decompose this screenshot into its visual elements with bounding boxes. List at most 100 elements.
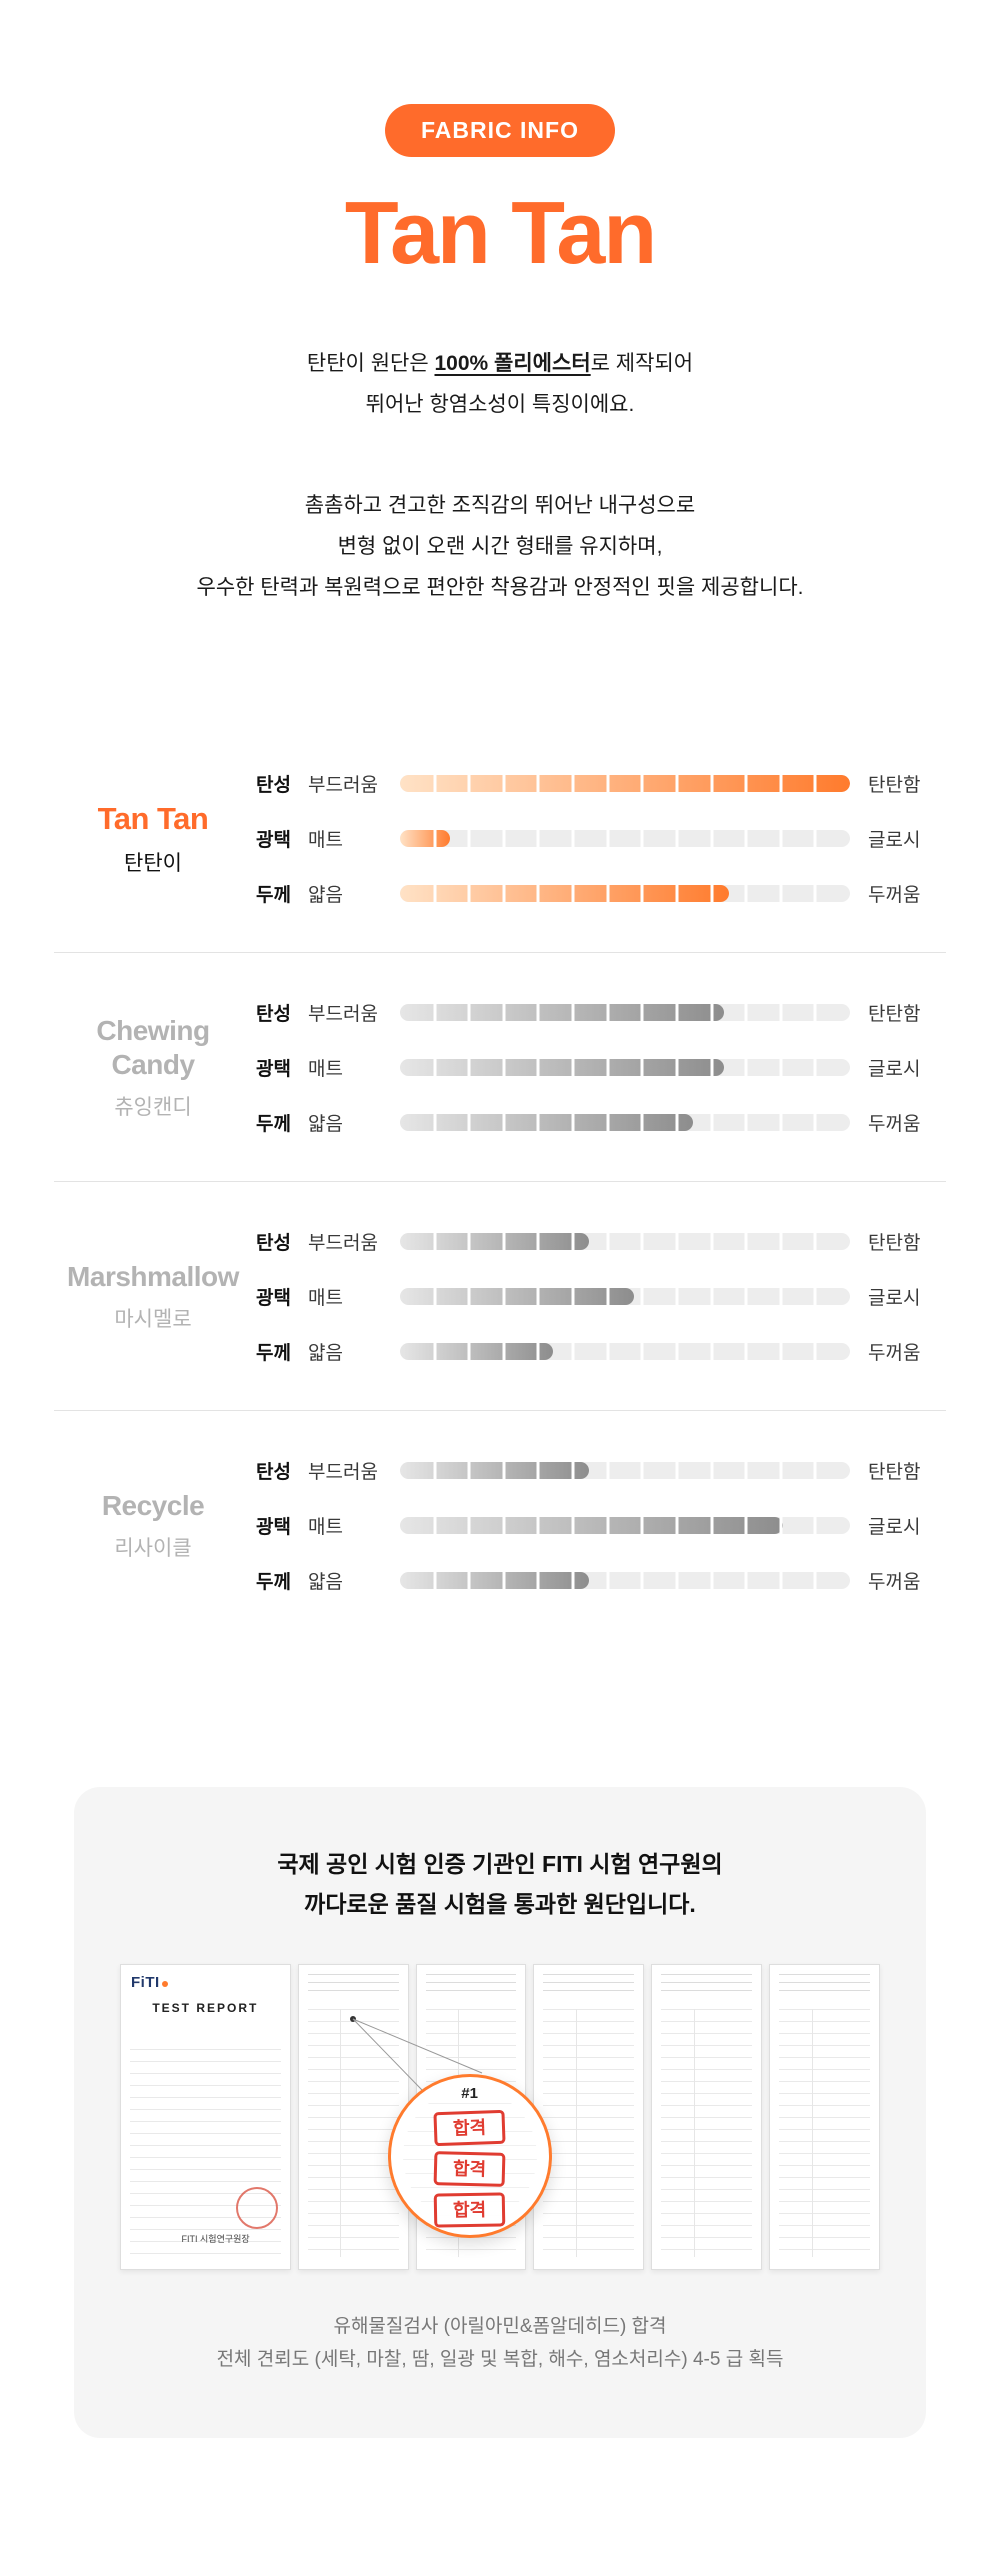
bar-segment-gap bbox=[813, 1571, 817, 1589]
bar-segment-gap bbox=[779, 829, 783, 847]
bar-segment-gap bbox=[710, 1113, 714, 1131]
rating-bar-fill bbox=[400, 1342, 553, 1360]
bar-segment-gap bbox=[606, 1516, 610, 1534]
property-label: 탄성 bbox=[256, 774, 291, 796]
fabric-section-tan-tan: Tan Tan 탄탄이 탄성 부드러움 탄탄함 광택 매트 글로시 두께 얇음 두꺼움 bbox=[54, 724, 946, 952]
bar-segment-gap bbox=[813, 1461, 817, 1479]
bar-segment-gap bbox=[675, 1113, 679, 1131]
bar-segment-gap bbox=[710, 884, 714, 902]
bar-segment-gap bbox=[640, 1342, 644, 1360]
scale-left-label: 얇음 bbox=[308, 1571, 343, 1593]
bar-segment-gap bbox=[710, 1342, 714, 1360]
bar-segment-gap bbox=[433, 774, 437, 792]
bar-segment-gap bbox=[606, 1113, 610, 1131]
bar-segment-gap bbox=[675, 1571, 679, 1589]
scale-left-label: 매트 bbox=[308, 1058, 343, 1080]
fiti-logo: FiTI bbox=[131, 1974, 168, 1991]
rating-bar-fill bbox=[400, 1287, 634, 1305]
bar-segment-gap bbox=[433, 1003, 437, 1021]
scale-left-label: 매트 bbox=[308, 1287, 343, 1309]
bar-segment-gap bbox=[536, 1003, 540, 1021]
rating-bar-fill bbox=[400, 1571, 589, 1589]
bar-segment-gap bbox=[710, 829, 714, 847]
bar-segment-gap bbox=[502, 1003, 506, 1021]
certificate-caption-line: 전체 견뢰도 (세탁, 마찰, 땀, 일광 및 복합, 해수, 염소처리수) 4… bbox=[216, 2348, 784, 2370]
rating-bar-fill bbox=[400, 1232, 589, 1250]
fabric-korean-name: 탄탄이 bbox=[124, 851, 182, 875]
bar-segment-gap bbox=[675, 1058, 679, 1076]
description-line: 변형 없이 오랜 시간 형태를 유지하며, bbox=[337, 534, 663, 558]
bar-segment-gap bbox=[467, 1113, 471, 1131]
document-column-line bbox=[811, 2008, 813, 2257]
gloss-rating-bar bbox=[400, 1516, 850, 1534]
bar-segment-gap bbox=[536, 1571, 540, 1589]
bar-segment-gap bbox=[675, 1516, 679, 1534]
fabric-info-badge: FABRIC INFO bbox=[385, 104, 615, 157]
bar-segment-gap bbox=[813, 1058, 817, 1076]
bar-segment-gap bbox=[710, 1003, 714, 1021]
bar-segment-gap bbox=[744, 1516, 748, 1534]
bar-segment-gap bbox=[467, 1058, 471, 1076]
fabric-title: Tan Tan bbox=[344, 183, 657, 282]
document-header-lines bbox=[779, 1973, 871, 1998]
bar-segment-gap bbox=[467, 1461, 471, 1479]
bar-segment-gap bbox=[433, 1058, 437, 1076]
bar-segment-gap bbox=[779, 774, 783, 792]
bar-segment-gap bbox=[813, 774, 817, 792]
fabric-name: Marshmallow bbox=[67, 1261, 239, 1293]
fabric-section-recycle: Recycle 리사이클 탄성 부드러움 탄탄함 광택 매트 글로시 두께 얇음 두꺼움 bbox=[54, 1410, 946, 1639]
bar-segment-gap bbox=[502, 1342, 506, 1360]
document-header-lines bbox=[661, 1973, 753, 1998]
bar-segment-gap bbox=[640, 1571, 644, 1589]
scale-right-label: 탄탄함 bbox=[868, 1461, 921, 1483]
report-page-main: FiTI TEST REPORT FITI 시험연구원장 bbox=[120, 1963, 291, 2270]
bar-segment-gap bbox=[536, 1058, 540, 1076]
bar-segment-gap bbox=[675, 1287, 679, 1305]
property-label: 탄성 bbox=[256, 1003, 291, 1025]
bar-segment-gap bbox=[675, 1003, 679, 1021]
bar-segment-gap bbox=[571, 829, 575, 847]
scale-left-label: 부드러움 bbox=[308, 774, 378, 796]
certificate-heading: 국제 공인 시험 인증 기관인 FITI 시험 연구원의 까다로운 품질 시험을… bbox=[118, 1845, 882, 1923]
bar-segment-gap bbox=[606, 1342, 610, 1360]
description-line: 촘촘하고 견고한 조직감의 뛰어난 내구성으로 bbox=[304, 493, 696, 517]
document-column-line bbox=[575, 2008, 577, 2257]
property-row-thickness: 두께 얇음 두꺼움 bbox=[256, 880, 946, 906]
fiti-org-label: FITI 시험연구원장 bbox=[181, 2233, 250, 2244]
bar-segment-gap bbox=[536, 1516, 540, 1534]
scale-right-label: 탄탄함 bbox=[868, 774, 921, 796]
bar-segment-gap bbox=[433, 1113, 437, 1131]
bar-segment-gap bbox=[467, 774, 471, 792]
bar-segment-gap bbox=[640, 1516, 644, 1534]
bar-segment-gap bbox=[710, 774, 714, 792]
bar-segment-gap bbox=[779, 1003, 783, 1021]
scale-right-label: 글로시 bbox=[868, 1058, 921, 1080]
rating-bar-fill bbox=[400, 884, 729, 902]
badge-wrap: FABRIC INFO bbox=[0, 104, 1000, 157]
bar-segment-gap bbox=[467, 1516, 471, 1534]
bar-segment-gap bbox=[571, 774, 575, 792]
description-paragraph: 촘촘하고 견고한 조직감의 뛰어난 내구성으로 변형 없이 오랜 시간 형태를 … bbox=[0, 486, 1000, 609]
property-row-elasticity: 탄성 부드러움 탄탄함 bbox=[256, 1457, 946, 1483]
bar-segment-gap bbox=[640, 829, 644, 847]
bar-segment-gap bbox=[640, 884, 644, 902]
fabric-section-chewing-candy: Chewing Candy 츄잉캔디 탄성 부드러움 탄탄함 광택 매트 글로시 두께 얇음 두꺼움 bbox=[54, 952, 946, 1181]
gloss-rating-bar bbox=[400, 1058, 850, 1076]
bar-segment-gap bbox=[571, 1113, 575, 1131]
property-label: 광택 bbox=[256, 1287, 291, 1309]
property-row-elasticity: 탄성 부드러움 탄탄함 bbox=[256, 1228, 946, 1254]
bar-segment-gap bbox=[640, 1003, 644, 1021]
bar-segment-gap bbox=[606, 1232, 610, 1250]
property-row-thickness: 두께 얇음 두꺼움 bbox=[256, 1338, 946, 1364]
scale-right-label: 두꺼움 bbox=[868, 1113, 921, 1135]
scale-left-label: 매트 bbox=[308, 829, 343, 851]
bar-segment-gap bbox=[571, 1571, 575, 1589]
bar-segment-gap bbox=[606, 1287, 610, 1305]
bar-segment-gap bbox=[675, 774, 679, 792]
bar-segment-gap bbox=[536, 1113, 540, 1131]
bar-segment-gap bbox=[813, 1232, 817, 1250]
bar-segment-gap bbox=[571, 1003, 575, 1021]
bar-segment-gap bbox=[502, 774, 506, 792]
bar-segment-gap bbox=[710, 1232, 714, 1250]
